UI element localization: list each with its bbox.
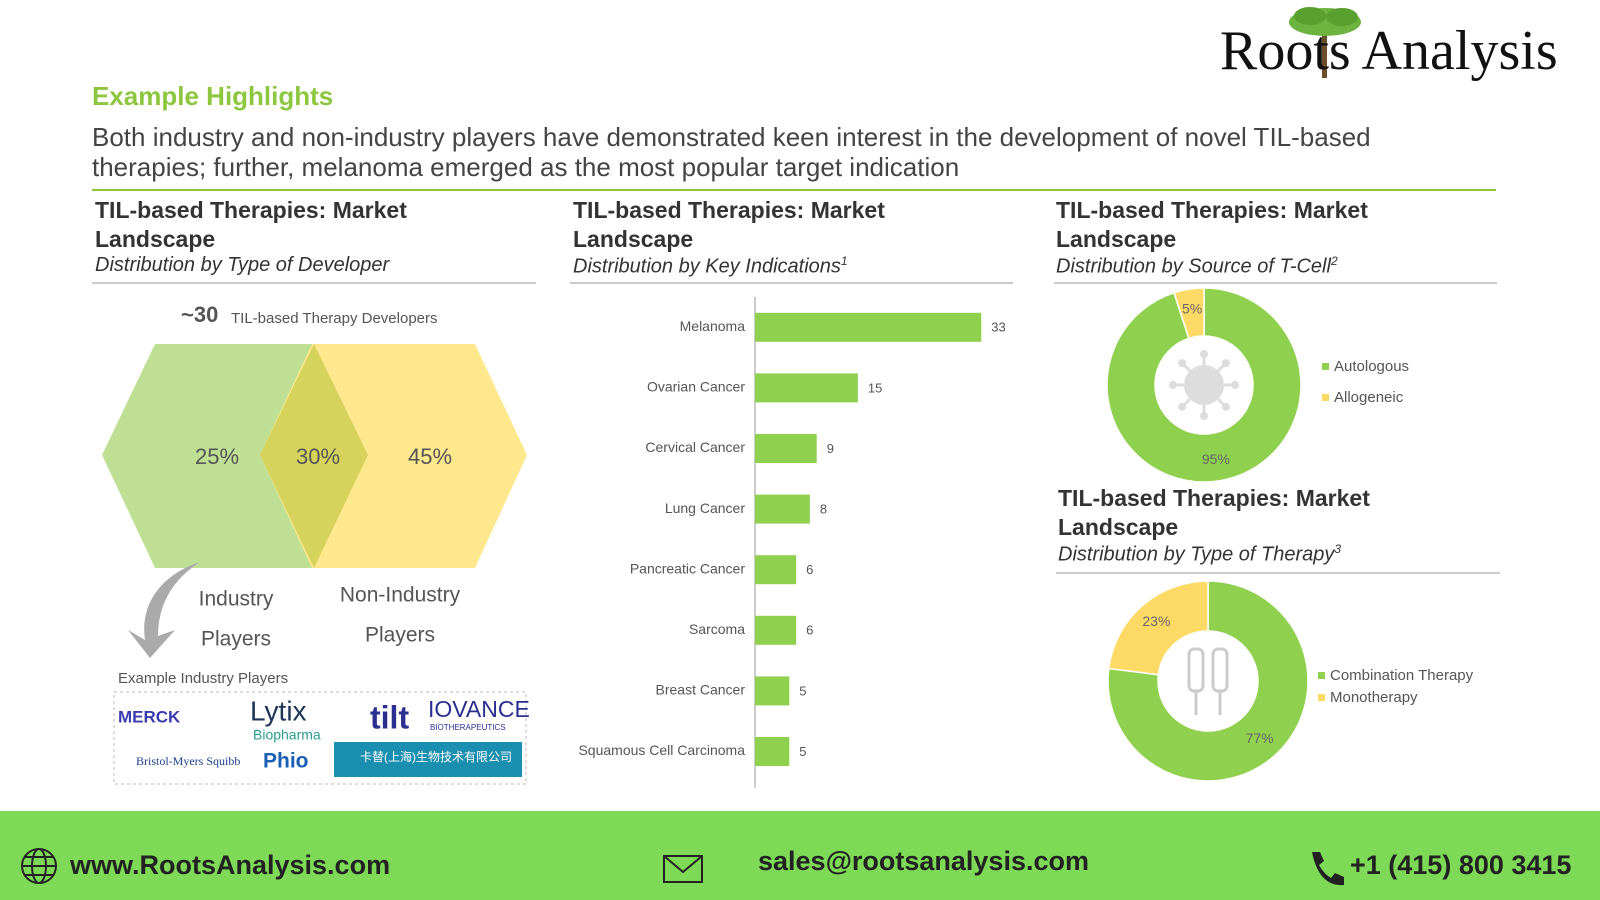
logo: MERCK [118, 707, 181, 726]
section-title: Example Highlights [92, 81, 333, 111]
subtitle-text: Distribution by Source of T-Cell [1056, 255, 1331, 278]
footnote-mark: 2 [1330, 254, 1338, 268]
logo: BIOTHERAPEUTICS [430, 723, 506, 732]
footer-band [0, 811, 1600, 900]
icon [1200, 412, 1208, 420]
email[interactable]: sales@rootsanalysis.com [758, 846, 1089, 876]
value-label: 95% [1202, 451, 1230, 467]
value-label: 8 [820, 502, 827, 517]
brand-tree [1289, 7, 1361, 78]
bar [755, 494, 810, 524]
legend-swatch [1322, 394, 1329, 401]
value-label: 23% [1142, 613, 1170, 629]
group-label: Industry [199, 588, 274, 611]
category-label: Melanoma [680, 318, 746, 334]
category-label: Pancreatic Cancer [630, 560, 746, 576]
panel-subtitle: Distribution by Type of Therapy3 [1058, 542, 1341, 567]
footnote-mark: 3 [1334, 542, 1342, 556]
category-label: Lung Cancer [665, 500, 746, 516]
share-label: 45% [408, 444, 452, 469]
donut-slice [1107, 580, 1309, 782]
footnote-mark: 1 [840, 254, 848, 268]
value-label: 5% [1182, 301, 1202, 317]
icon [1178, 359, 1187, 368]
icon [1187, 647, 1205, 693]
donut-slice [1106, 287, 1302, 483]
globe-icon [21, 848, 57, 884]
website[interactable]: www.RootsAnalysis.com [69, 850, 390, 880]
bar [755, 615, 797, 645]
icon [1178, 402, 1187, 411]
panel-subtitle: Distribution by Type of Developer [95, 254, 390, 276]
category-label: Breast Cancer [656, 682, 746, 698]
developer-count: ~30 [181, 302, 218, 327]
venn [102, 344, 527, 785]
donut-slice [1107, 580, 1209, 676]
bar [755, 434, 817, 463]
value-label: 5 [799, 683, 806, 698]
phone[interactable]: +1 (415) 800 3415 [1350, 850, 1571, 880]
group-label: Players [201, 628, 271, 651]
logo: Biopharma [253, 727, 321, 743]
category-label: Ovarian Cancer [647, 379, 745, 395]
icon [1200, 350, 1208, 358]
panel-subtitle: Distribution by Key Indications1 [573, 254, 848, 279]
legend-label: Allogeneic [1334, 389, 1404, 406]
bar [755, 676, 790, 706]
group-label: Non-Industry [340, 584, 461, 607]
logo: 卡替(上海)生物技术有限公司 [360, 749, 512, 764]
legend-swatch [1318, 694, 1325, 701]
legend-label: Autologous [1334, 358, 1409, 375]
value-label: 9 [827, 441, 834, 456]
legend-swatch [1318, 672, 1325, 679]
category-label: Cervical Cancer [645, 439, 745, 455]
value-label: 6 [806, 562, 813, 577]
icon [1231, 381, 1239, 389]
bar [755, 555, 797, 585]
description-line: therapies; further, melanoma emerged as … [92, 152, 959, 182]
share-label: 30% [296, 444, 340, 469]
logo: Lytix [250, 695, 307, 726]
subtitle-text: Distribution by Key Indications [573, 255, 841, 278]
panel-title: TIL-based Therapies: Market Landscape [573, 197, 885, 252]
value-label: 77% [1246, 730, 1274, 746]
logo: Bristol-Myers Squibb [136, 754, 240, 768]
icon [1169, 381, 1177, 389]
share-label: 25% [195, 444, 239, 469]
brand: Roots Analysis [1220, 20, 1558, 82]
donut-slice [1173, 287, 1205, 340]
bar [755, 312, 982, 342]
bar [755, 737, 790, 766]
icon [1221, 359, 1230, 368]
panel-title: TIL-based Therapies: Market Landscape [1056, 197, 1368, 252]
group-label: Players [365, 624, 435, 647]
value-label: 6 [806, 623, 813, 638]
icon [1221, 402, 1230, 411]
category-label: Squamous Cell Carcinoma [578, 742, 745, 758]
panel-subtitle: Distribution by Source of T-Cell2 [1056, 254, 1338, 279]
logo: IOVANCE [428, 696, 530, 722]
phone-icon [1312, 852, 1344, 886]
category-label: Sarcoma [689, 621, 745, 637]
subtitle-text: Distribution by Type of Therapy [1058, 543, 1335, 566]
developer-caption: TIL-based Therapy Developers [231, 310, 438, 327]
bar [755, 373, 858, 403]
logo: tilt [370, 699, 409, 735]
legend-label: Combination Therapy [1330, 667, 1474, 684]
value-label: 5 [799, 744, 806, 759]
icon [1184, 365, 1224, 405]
value-label: 15 [868, 380, 882, 395]
examples-caption: Example Industry Players [118, 670, 288, 687]
mail-icon [663, 855, 703, 883]
panel-title: TIL-based Therapies: Market Landscape [1058, 485, 1370, 540]
legend-swatch [1322, 363, 1329, 370]
logo: Phio [263, 750, 309, 773]
description-line: Both industry and non-industry players h… [92, 122, 1371, 152]
icon [1211, 647, 1229, 693]
value-label: 33 [991, 320, 1005, 335]
legend-label: Monotherapy [1330, 689, 1418, 706]
panel-title: TIL-based Therapies: Market Landscape [95, 197, 407, 252]
